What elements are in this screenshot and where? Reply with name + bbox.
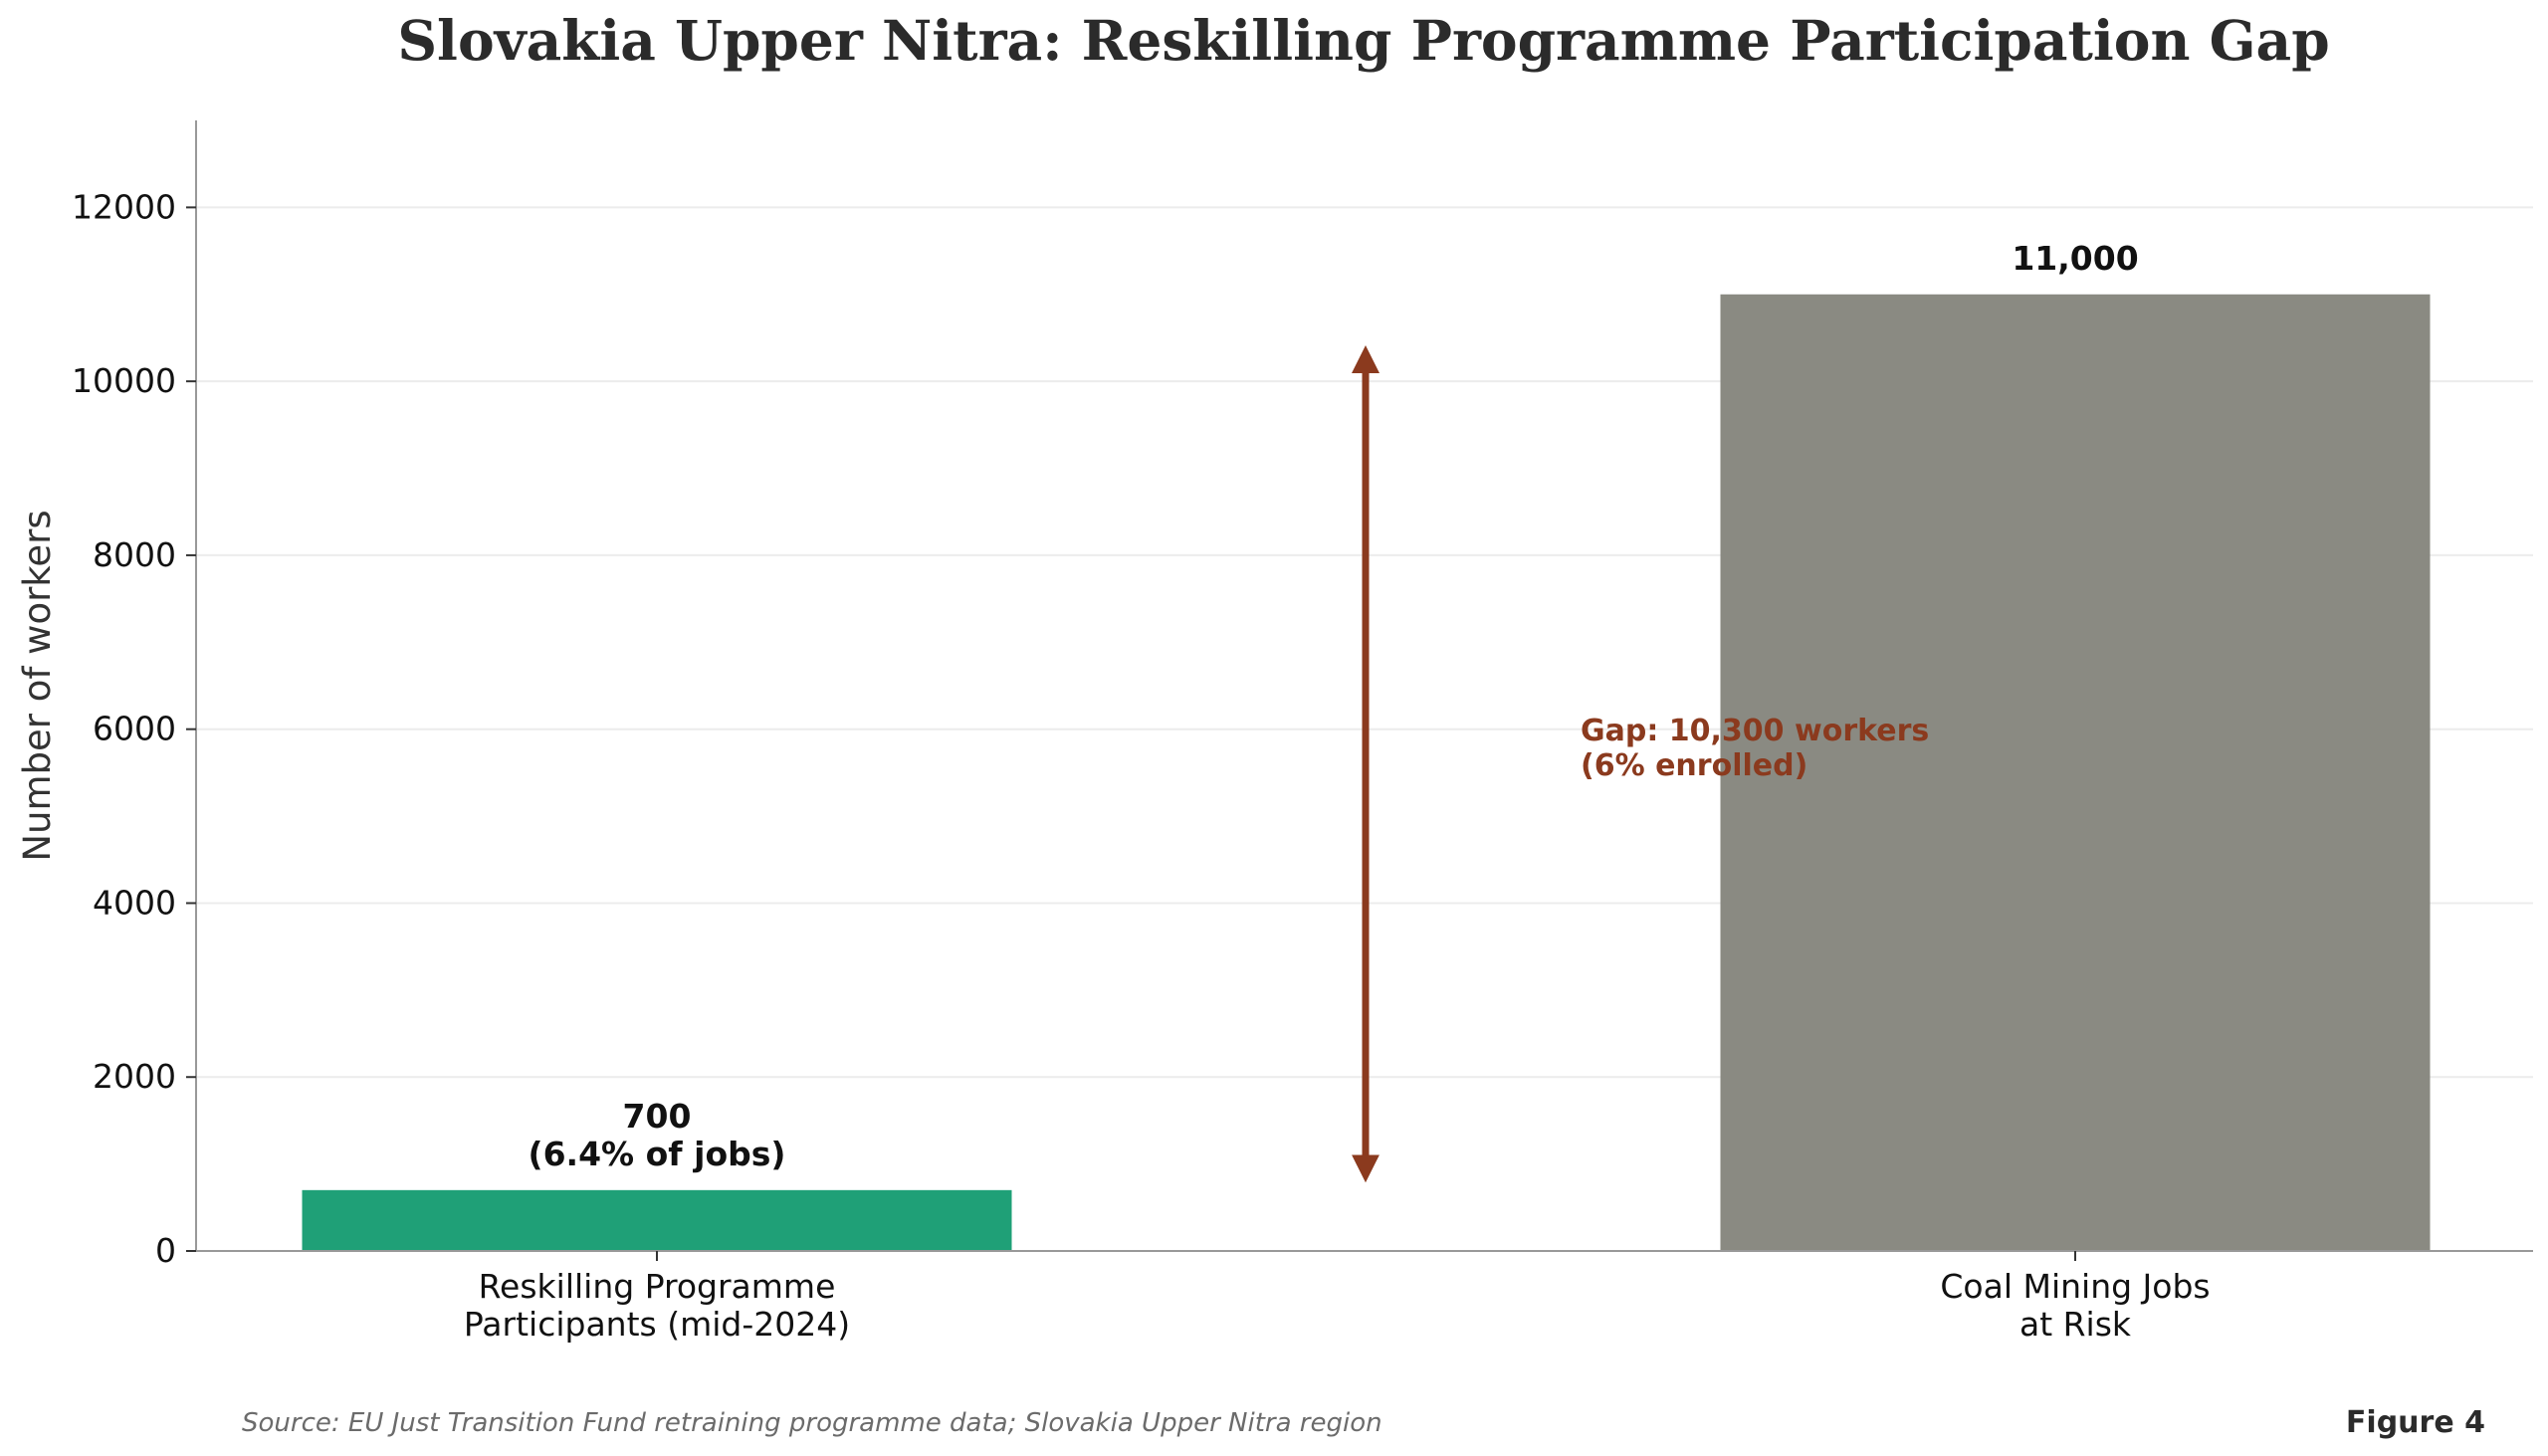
gap-annotation-text: Gap: 10,300 workers [1581, 714, 1929, 748]
y-tick-label: 8000 [93, 535, 176, 574]
y-tick-label: 0 [155, 1231, 176, 1270]
x-tick-label: Participants (mid-2024) [464, 1305, 850, 1344]
data-label: (6.4% of jobs) [529, 1135, 786, 1173]
data-labels: 700(6.4% of jobs) 11,000 [529, 239, 2139, 1173]
gap-annotation-text: (6% enrolled) [1581, 748, 1807, 783]
y-ticks: 0 2000 4000 6000 8000 10000 12000 [72, 187, 196, 1270]
bars [302, 294, 2431, 1251]
gap-annotation: Gap: 10,300 workers(6% enrolled) [1352, 345, 1929, 1183]
y-tick-label: 6000 [93, 710, 176, 748]
bar [302, 1189, 1012, 1251]
x-tick-label: at Risk [2019, 1305, 2132, 1344]
data-label: 700 [623, 1097, 692, 1136]
y-axis-label: Number of workers [16, 510, 59, 861]
y-tick-label: 10000 [72, 361, 176, 400]
y-tick-label: 4000 [93, 883, 176, 922]
x-tick-label: Reskilling Programme [479, 1267, 836, 1306]
x-tick-label: Coal Mining Jobs [1940, 1267, 2210, 1306]
figure-label: Figure 4 [2346, 1405, 2485, 1440]
chart-title: Slovakia Upper Nitra: Reskilling Program… [397, 8, 2329, 73]
data-label: 11,000 [2012, 239, 2138, 278]
y-tick-label: 12000 [72, 187, 176, 226]
source-note: Source: EU Just Transition Fund retraini… [242, 1408, 1382, 1438]
bar [1720, 294, 2431, 1251]
y-tick-label: 2000 [93, 1057, 176, 1096]
